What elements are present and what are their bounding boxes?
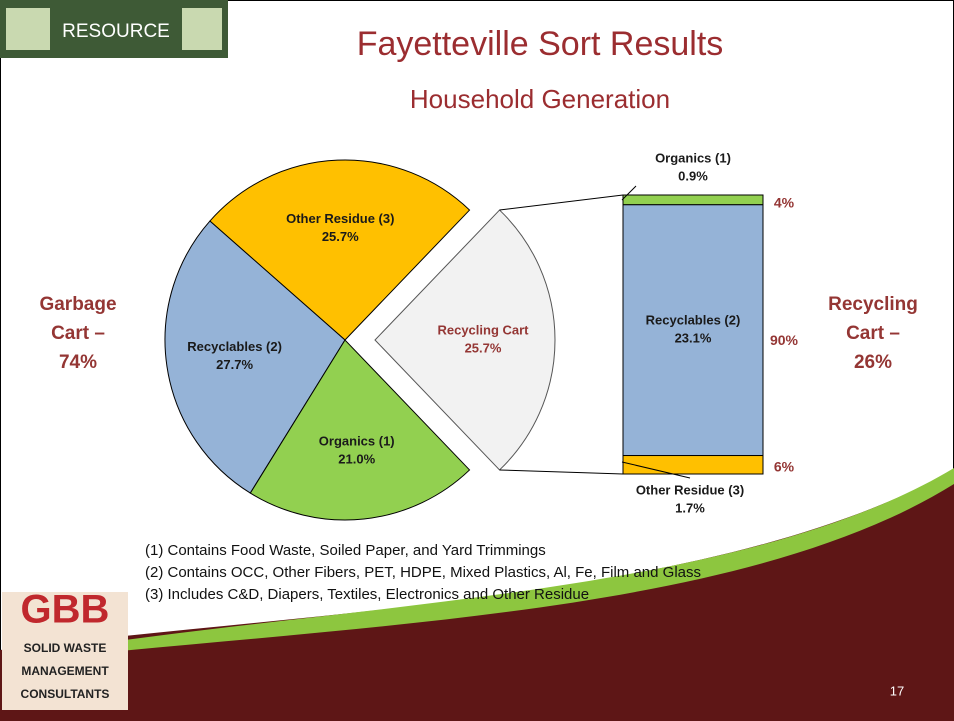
share-label: 90% (770, 332, 799, 348)
gbb-line: MANAGEMENT (21, 664, 109, 678)
side-annotation: 26% (854, 352, 892, 373)
page-number: 17 (890, 683, 904, 698)
slice-label: Recycling Cart (437, 322, 529, 337)
bar-label: Recyclables (2) (646, 313, 741, 328)
gbb-logo-text: GBB (21, 588, 110, 632)
logo-icon (182, 8, 222, 50)
title: Fayetteville Sort Results (357, 25, 724, 63)
pie-slice (249, 339, 471, 521)
bar-label: Other Residue (3) (636, 482, 744, 497)
slice-value: 21.0% (338, 451, 375, 466)
footer-wave (0, 470, 954, 721)
bar-label: Organics (1) (655, 150, 731, 165)
bar-segment (622, 194, 764, 206)
share-label: 4% (774, 195, 795, 211)
label-leader (621, 461, 691, 479)
side-annotation: Cart – (846, 323, 900, 344)
side-annotation: Recycling (828, 294, 918, 315)
label-leader (621, 185, 637, 201)
bar-segment (622, 455, 764, 475)
note: (1) Contains Food Waste, Soiled Paper, a… (145, 542, 546, 559)
note: (3) Includes C&D, Diapers, Textiles, Ele… (145, 586, 589, 603)
pie-slice (374, 209, 556, 471)
connector (499, 469, 624, 475)
bar-value: 23.1% (675, 331, 712, 346)
side-annotation: 74% (59, 352, 97, 373)
slice-value: 25.7% (322, 229, 359, 244)
note: (2) Contains OCC, Other Fibers, PET, HDP… (145, 564, 701, 581)
slice-label: Recyclables (2) (187, 339, 282, 354)
footer-stripe (110, 468, 954, 652)
bar-value: 1.7% (675, 500, 705, 515)
slice-value: 27.7% (216, 357, 253, 372)
logo-icon (6, 8, 50, 50)
gbb-line: SOLID WASTE (24, 641, 107, 655)
bar-value: 0.9% (678, 168, 708, 183)
side-annotation: Cart – (51, 323, 105, 344)
pie-slice (209, 159, 471, 341)
slice-label: Organics (1) (319, 433, 395, 448)
gbb-logo (2, 592, 128, 710)
gbb-line: CONSULTANTS (21, 687, 110, 701)
slice-label: Other Residue (3) (286, 211, 394, 226)
resource-logo-text: RESOURCE (62, 21, 170, 42)
connector (499, 194, 624, 211)
slice-value: 25.7% (465, 340, 502, 355)
pie-slice (164, 220, 346, 494)
subtitle: Household Generation (410, 84, 670, 114)
bar-segment (622, 204, 764, 457)
side-annotation: Garbage (39, 294, 116, 315)
share-label: 6% (774, 459, 795, 475)
